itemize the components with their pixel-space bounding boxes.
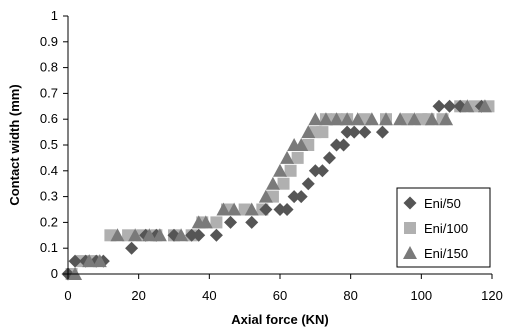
- legend-marker-triangle: [403, 246, 417, 259]
- data-point-triangle: [308, 112, 323, 126]
- data-point-triangle: [142, 228, 157, 242]
- data-point-triangle: [439, 112, 454, 126]
- data-point-diamond: [209, 228, 223, 242]
- x-ticks: 0 20 40 60 80 100 120: [64, 274, 503, 303]
- data-point-diamond: [294, 190, 308, 204]
- data-point-triangle: [244, 202, 259, 216]
- data-point-triangle: [152, 228, 167, 242]
- data-point-diamond: [322, 151, 336, 165]
- data-point-diamond: [432, 99, 446, 113]
- data-point-triangle: [460, 99, 475, 113]
- data-point-diamond: [280, 203, 294, 216]
- data-point-diamond: [337, 138, 351, 152]
- data-point-diamond: [347, 125, 361, 139]
- x-tick-label: 20: [131, 288, 145, 303]
- legend-marker-diamond: [403, 196, 417, 210]
- data-point-diamond: [358, 125, 372, 139]
- data-point-triangle: [407, 112, 422, 126]
- legend-label: Eni/150: [424, 246, 468, 261]
- data-point-triangle: [258, 189, 273, 203]
- data-point-diamond: [245, 215, 259, 229]
- y-tick-label: 0.1: [40, 240, 58, 255]
- data-point-triangle: [301, 125, 316, 139]
- series-triangle: [68, 99, 492, 280]
- data-point-diamond: [443, 99, 457, 113]
- data-point-diamond: [192, 228, 206, 242]
- y-tick-label: 0.2: [40, 214, 58, 229]
- data-point-square: [316, 126, 329, 139]
- x-tick-label: 40: [202, 288, 216, 303]
- y-tick-label: 0.4: [40, 163, 58, 178]
- data-point-triangle: [92, 254, 107, 268]
- y-tick-label: 0.3: [40, 189, 58, 204]
- data-point-triangle: [227, 202, 242, 216]
- data-point-diamond: [315, 164, 329, 178]
- x-tick-label: 60: [273, 288, 287, 303]
- data-point-diamond: [273, 203, 287, 216]
- data-point-triangle: [110, 228, 125, 242]
- data-point-triangle: [174, 228, 189, 242]
- data-point-triangle: [477, 99, 492, 113]
- legend-label: Eni/100: [424, 221, 468, 236]
- data-point-square: [277, 177, 290, 190]
- data-point-square: [284, 164, 297, 177]
- y-tick-label: 0: [51, 266, 58, 281]
- data-point-diamond: [125, 241, 139, 255]
- y-tick-label: 0.5: [40, 137, 58, 152]
- x-tick-label: 0: [64, 288, 71, 303]
- legend-item: Eni/150: [403, 246, 468, 261]
- data-point-triangle: [128, 228, 143, 242]
- y-axis-title: Contact width (mm): [7, 84, 22, 205]
- data-point-triangle: [280, 150, 295, 164]
- x-axis-title: Axial force (KN): [231, 312, 329, 327]
- data-point-triangle: [265, 176, 280, 190]
- legend-marker-square: [404, 222, 416, 234]
- data-point-diamond: [185, 228, 199, 242]
- data-point-diamond: [301, 177, 315, 191]
- data-point-triangle: [364, 112, 379, 126]
- y-tick-label: 0.8: [40, 60, 58, 75]
- data-point-triangle: [198, 215, 213, 229]
- legend-label: Eni/50: [424, 196, 461, 211]
- x-tick-label: 120: [481, 288, 503, 303]
- data-point-diamond: [68, 254, 82, 268]
- y-tick-label: 0.7: [40, 85, 58, 100]
- data-point-triangle: [340, 112, 355, 126]
- data-point-triangle: [424, 112, 439, 126]
- data-point-triangle: [379, 112, 393, 126]
- y-tick-label: 0.9: [40, 34, 58, 49]
- x-tick-label: 100: [410, 288, 432, 303]
- y-ticks: 0 0.1 0.2 0.3 0.4 0.5 0.6 0.7 0.8 0.9 1: [40, 8, 68, 281]
- data-point-triangle: [329, 112, 344, 126]
- data-point-diamond: [287, 190, 301, 204]
- data-point-diamond: [340, 125, 354, 139]
- data-point-triangle: [273, 163, 287, 177]
- data-markers: [61, 99, 495, 281]
- data-point-triangle: [82, 254, 97, 268]
- data-point-diamond: [375, 125, 389, 139]
- data-point-triangle: [216, 202, 231, 216]
- x-tick-label: 80: [343, 288, 357, 303]
- data-point-diamond: [330, 138, 344, 152]
- data-point-triangle: [393, 112, 408, 126]
- data-point-diamond: [308, 164, 322, 178]
- legend: Eni/50 Eni/100 Eni/150: [396, 187, 491, 268]
- data-point-triangle: [350, 112, 365, 126]
- data-point-triangle: [318, 112, 333, 126]
- data-point-diamond: [259, 203, 273, 216]
- data-point-square: [210, 216, 223, 229]
- y-tick-label: 1: [51, 8, 58, 23]
- data-point-diamond: [224, 215, 238, 229]
- y-tick-label: 0.6: [40, 111, 58, 126]
- legend-item: Eni/100: [404, 221, 468, 236]
- legend-item: Eni/50: [403, 196, 461, 211]
- data-point-triangle: [294, 138, 309, 151]
- data-point-square: [291, 151, 304, 164]
